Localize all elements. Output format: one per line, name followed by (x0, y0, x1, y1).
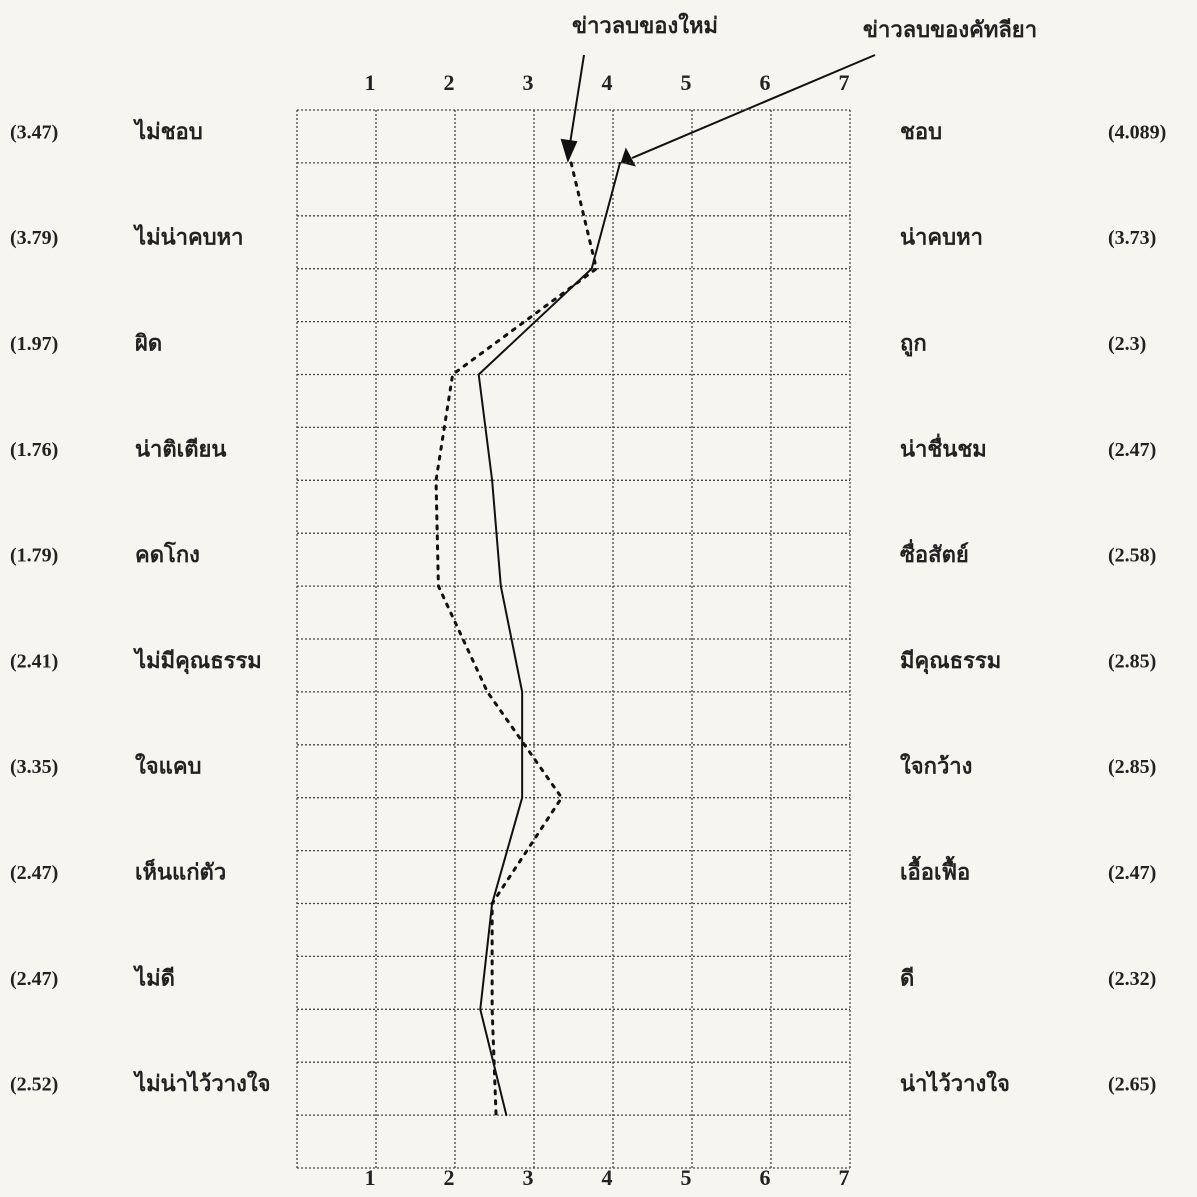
right-label: ซื่อสัตย์ (900, 538, 969, 567)
right-label: น่าไว้วางใจ (900, 1070, 1010, 1096)
left-label: ไม่น่าคบหา (133, 224, 244, 250)
value-label: (2.47) (10, 862, 58, 884)
x-tick-label: 3 (523, 1165, 534, 1190)
value-label: (3.79) (10, 227, 58, 249)
left-label: ไม่ดี (133, 964, 175, 990)
right-label: น่าชื่นชม (900, 432, 987, 461)
value-label: (2.58) (1108, 545, 1156, 567)
x-tick-label: 4 (602, 70, 613, 95)
series-line (477, 161, 622, 1117)
value-label: (1.97) (10, 333, 58, 355)
x-tick-label: 1 (365, 1165, 376, 1190)
series-label: ข่าวลบของใหม่ (572, 12, 718, 38)
series-line (434, 161, 599, 1117)
series-label: ข่าวลบของคัทลียา (863, 17, 1037, 42)
value-label: (2.65) (1108, 1074, 1156, 1096)
left-label: ไม่มีคุณธรรม (133, 647, 262, 675)
value-label: (3.73) (1108, 227, 1156, 249)
right-label: ใจกว้าง (900, 753, 972, 779)
left-label: ผิด (135, 330, 162, 355)
left-label: เห็นแก่ตัว (135, 857, 226, 884)
value-label: (2.85) (1108, 756, 1156, 778)
right-label: ถูก (900, 330, 927, 357)
left-label: คดโกง (135, 541, 200, 567)
value-label: (2.41) (10, 650, 58, 672)
x-tick-label: 2 (444, 70, 455, 95)
value-label: (2.52) (10, 1074, 58, 1096)
value-label: (2.47) (10, 968, 58, 990)
x-tick-label: 6 (760, 1165, 771, 1190)
value-label: (2.85) (1108, 650, 1156, 672)
value-label: (1.79) (10, 545, 58, 567)
left-label: น่าติเตียน (135, 436, 226, 461)
x-tick-label: 7 (839, 1165, 850, 1190)
annotation-arrows (560, 54, 876, 167)
x-tick-label: 5 (681, 1165, 692, 1190)
value-label: (2.32) (1108, 968, 1156, 990)
right-label: เอื้อเฟื้อ (900, 855, 970, 884)
left-label: ไม่น่าไว้วางใจ (133, 1070, 270, 1096)
value-label: (4.089) (1108, 121, 1166, 143)
x-tick-label: 5 (681, 70, 692, 95)
right-label: มีคุณธรรม (900, 648, 1001, 675)
x-tick-label: 3 (523, 70, 534, 95)
right-label: น่าคบหา (900, 225, 983, 250)
value-label: (2.47) (1108, 439, 1156, 461)
x-tick-label: 7 (839, 70, 850, 95)
value-label: (3.47) (10, 121, 58, 143)
value-label: (2.3) (1108, 333, 1146, 355)
value-label: (2.47) (1108, 862, 1156, 884)
value-label: (1.76) (10, 439, 58, 461)
left-label: ใจแคบ (135, 753, 202, 779)
x-tick-label: 4 (602, 1165, 613, 1190)
left-label: ไม่ชอบ (133, 118, 203, 144)
x-tick-label: 2 (444, 1165, 455, 1190)
x-tick-label: 1 (365, 70, 376, 95)
x-tick-label: 6 (760, 70, 771, 95)
right-label: ชอบ (900, 119, 942, 144)
value-label: (3.35) (10, 756, 58, 778)
right-label: ดี (900, 965, 914, 990)
